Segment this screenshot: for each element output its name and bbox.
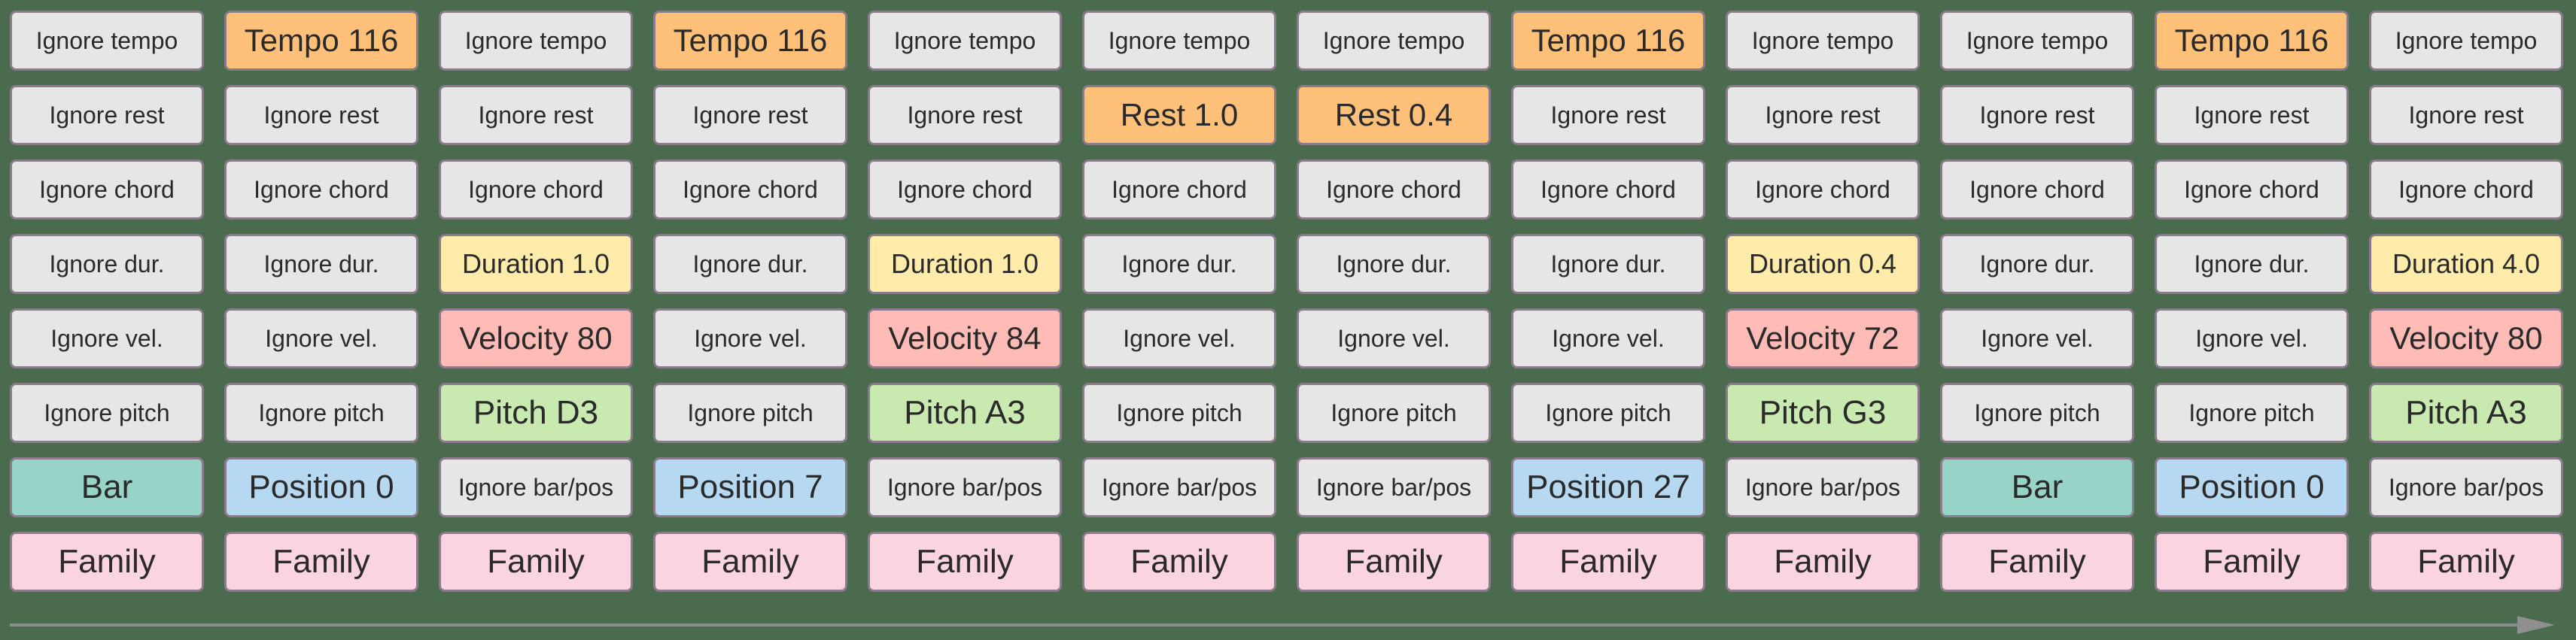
token-chord-col-1: Ignore chord <box>10 159 204 220</box>
token-duration-col-2: Ignore dur. <box>224 234 418 294</box>
token-tempo-col-2: Tempo 116 <box>224 11 418 71</box>
token-bar-position-col-3: Ignore bar/pos <box>439 457 633 517</box>
token-chord-col-9: Ignore chord <box>1726 159 1920 220</box>
token-rest-col-5: Ignore rest <box>868 85 1062 145</box>
token-rest-col-4: Ignore rest <box>653 85 847 145</box>
token-bar-position-col-8: Position 27 <box>1511 457 1705 517</box>
token-tempo-col-12: Ignore tempo <box>2369 11 2563 71</box>
timeline-arrow <box>10 616 2555 634</box>
token-family-col-5: Family <box>868 532 1062 592</box>
token-rest-col-1: Ignore rest <box>10 85 204 145</box>
token-duration-col-7: Ignore dur. <box>1297 234 1491 294</box>
token-duration-col-5: Duration 1.0 <box>868 234 1062 294</box>
token-pitch-col-2: Ignore pitch <box>224 383 418 443</box>
token-duration-col-6: Ignore dur. <box>1082 234 1276 294</box>
token-duration-col-9: Duration 0.4 <box>1726 234 1920 294</box>
token-velocity-col-4: Ignore vel. <box>653 308 847 369</box>
token-duration-col-10: Ignore dur. <box>1940 234 2134 294</box>
token-tempo-col-5: Ignore tempo <box>868 11 1062 71</box>
token-bar-position-col-12: Ignore bar/pos <box>2369 457 2563 517</box>
token-tempo-col-10: Ignore tempo <box>1940 11 2134 71</box>
token-pitch-col-8: Ignore pitch <box>1511 383 1705 443</box>
token-bar-position-col-7: Ignore bar/pos <box>1297 457 1491 517</box>
token-bar-position-col-11: Position 0 <box>2155 457 2349 517</box>
token-tempo-col-9: Ignore tempo <box>1726 11 1920 71</box>
token-family-col-12: Family <box>2369 532 2563 592</box>
token-velocity-col-7: Ignore vel. <box>1297 308 1491 369</box>
token-velocity-col-9: Velocity 72 <box>1726 308 1920 369</box>
token-pitch-col-12: Pitch A3 <box>2369 383 2563 443</box>
token-rest-col-11: Ignore rest <box>2155 85 2349 145</box>
token-rest-col-2: Ignore rest <box>224 85 418 145</box>
token-grid: Ignore tempo Ignore rest Ignore chord Ignor… <box>10 11 2567 596</box>
token-rest-col-8: Ignore rest <box>1511 85 1705 145</box>
token-bar-position-col-10: Bar <box>1940 457 2134 517</box>
token-rest-col-12: Ignore rest <box>2369 85 2563 145</box>
token-velocity-col-8: Ignore vel. <box>1511 308 1705 369</box>
token-velocity-col-3: Velocity 80 <box>439 308 633 369</box>
token-pitch-col-5: Pitch A3 <box>868 383 1062 443</box>
token-velocity-col-11: Ignore vel. <box>2155 308 2349 369</box>
token-bar-position-col-2: Position 0 <box>224 457 418 517</box>
token-velocity-col-2: Ignore vel. <box>224 308 418 369</box>
token-family-col-1: Family <box>10 532 204 592</box>
token-family-col-2: Family <box>224 532 418 592</box>
token-family-col-7: Family <box>1297 532 1491 592</box>
token-chord-col-3: Ignore chord <box>439 159 633 220</box>
token-pitch-col-1: Ignore pitch <box>10 383 204 443</box>
token-tempo-col-6: Ignore tempo <box>1082 11 1276 71</box>
token-chord-col-7: Ignore chord <box>1297 159 1491 220</box>
token-bar-position-col-4: Position 7 <box>653 457 847 517</box>
token-chord-col-5: Ignore chord <box>868 159 1062 220</box>
token-family-col-9: Family <box>1726 532 1920 592</box>
token-duration-col-3: Duration 1.0 <box>439 234 633 294</box>
token-velocity-col-12: Velocity 80 <box>2369 308 2563 369</box>
token-bar-position-col-5: Ignore bar/pos <box>868 457 1062 517</box>
token-pitch-col-4: Ignore pitch <box>653 383 847 443</box>
token-family-col-6: Family <box>1082 532 1276 592</box>
token-pitch-col-7: Ignore pitch <box>1297 383 1491 443</box>
token-rest-col-10: Ignore rest <box>1940 85 2134 145</box>
token-rest-col-9: Ignore rest <box>1726 85 1920 145</box>
token-family-col-8: Family <box>1511 532 1705 592</box>
token-bar-position-col-9: Ignore bar/pos <box>1726 457 1920 517</box>
token-tempo-col-4: Tempo 116 <box>653 11 847 71</box>
token-tempo-col-3: Ignore tempo <box>439 11 633 71</box>
token-bar-position-col-6: Ignore bar/pos <box>1082 457 1276 517</box>
token-velocity-col-6: Ignore vel. <box>1082 308 1276 369</box>
token-family-col-3: Family <box>439 532 633 592</box>
token-duration-col-1: Ignore dur. <box>10 234 204 294</box>
token-rest-col-6: Rest 1.0 <box>1082 85 1276 145</box>
token-chord-col-12: Ignore chord <box>2369 159 2563 220</box>
token-duration-col-11: Ignore dur. <box>2155 234 2349 294</box>
token-family-col-11: Family <box>2155 532 2349 592</box>
token-bar-position-col-1: Bar <box>10 457 204 517</box>
token-tempo-col-11: Tempo 116 <box>2155 11 2349 71</box>
token-chord-col-8: Ignore chord <box>1511 159 1705 220</box>
token-pitch-col-3: Pitch D3 <box>439 383 633 443</box>
token-tempo-col-8: Tempo 116 <box>1511 11 1705 71</box>
token-duration-col-12: Duration 4.0 <box>2369 234 2563 294</box>
token-chord-col-6: Ignore chord <box>1082 159 1276 220</box>
token-pitch-col-10: Ignore pitch <box>1940 383 2134 443</box>
token-family-col-10: Family <box>1940 532 2134 592</box>
token-tempo-col-7: Ignore tempo <box>1297 11 1491 71</box>
token-velocity-col-1: Ignore vel. <box>10 308 204 369</box>
token-pitch-col-9: Pitch G3 <box>1726 383 1920 443</box>
token-pitch-col-11: Ignore pitch <box>2155 383 2349 443</box>
token-velocity-col-5: Velocity 84 <box>868 308 1062 369</box>
token-chord-col-10: Ignore chord <box>1940 159 2134 220</box>
token-rest-col-3: Ignore rest <box>439 85 633 145</box>
token-chord-col-4: Ignore chord <box>653 159 847 220</box>
token-chord-col-11: Ignore chord <box>2155 159 2349 220</box>
token-pitch-col-6: Ignore pitch <box>1082 383 1276 443</box>
token-family-col-4: Family <box>653 532 847 592</box>
token-duration-col-8: Ignore dur. <box>1511 234 1705 294</box>
token-rest-col-7: Rest 0.4 <box>1297 85 1491 145</box>
token-tempo-col-1: Ignore tempo <box>10 11 204 71</box>
token-chord-col-2: Ignore chord <box>224 159 418 220</box>
arrow-right-icon <box>2517 616 2555 634</box>
token-duration-col-4: Ignore dur. <box>653 234 847 294</box>
token-velocity-col-10: Ignore vel. <box>1940 308 2134 369</box>
